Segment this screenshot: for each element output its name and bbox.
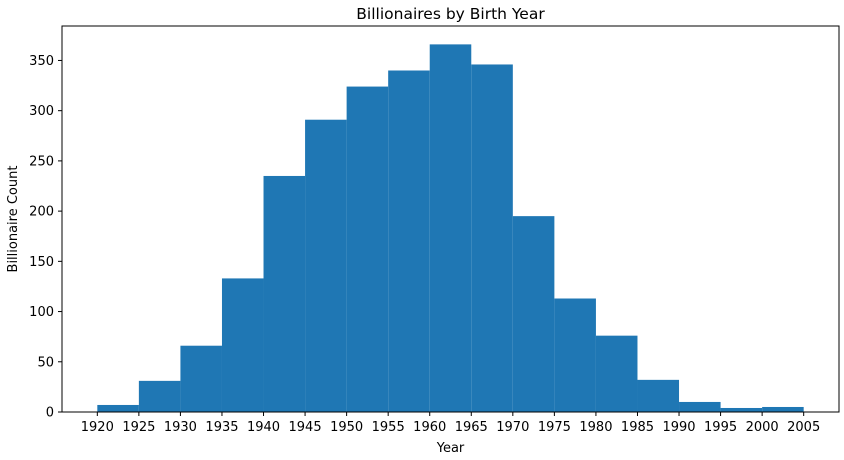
histogram-bar: [221, 278, 264, 412]
x-tick-label: 1960: [413, 420, 446, 435]
x-tick-label: 1935: [205, 420, 238, 435]
chart-title: Billionaires by Birth Year: [356, 5, 545, 23]
y-axis-ticks: 0 50 100 150 200 250 300 350: [29, 54, 62, 421]
histogram-bar: [429, 44, 472, 412]
histogram-bar: [637, 379, 680, 412]
y-tick-label: 250: [29, 154, 54, 169]
x-tick-label: 1980: [579, 420, 612, 435]
histogram-bar: [97, 404, 139, 412]
histogram-bar: [388, 70, 430, 412]
histogram-bar: [305, 119, 347, 413]
x-tick-label: 1995: [704, 420, 737, 435]
histogram-bar: [263, 175, 306, 412]
bars-group: [97, 44, 804, 413]
histogram-bar: [679, 401, 721, 412]
x-tick-label: 2005: [787, 420, 820, 435]
y-tick-label: 200: [29, 205, 54, 220]
histogram-bar: [554, 298, 596, 412]
x-tick-label: 2000: [746, 420, 779, 435]
x-tick-label: 1930: [164, 420, 197, 435]
axes-frame: [61, 25, 840, 413]
x-tick-label: 1950: [330, 420, 363, 435]
histogram-bar: [471, 64, 513, 412]
x-tick-label: 1975: [538, 420, 571, 435]
y-tick-label: 0: [46, 406, 54, 421]
x-tick-label: 1920: [81, 420, 114, 435]
histogram-bar: [512, 216, 555, 412]
x-tick-label: 1965: [455, 420, 488, 435]
histogram-bar: [138, 380, 181, 412]
x-axis-ticks: 1920 1925 1930 1935 1940 1945 1950 1955 1960 1965…: [81, 412, 820, 435]
histogram-bar: [720, 407, 763, 412]
x-tick-label: 1940: [247, 420, 280, 435]
y-tick-label: 100: [29, 305, 54, 320]
histogram-bar: [595, 335, 638, 412]
x-axis-title: Year: [436, 441, 465, 456]
y-tick-label: 350: [29, 54, 54, 69]
x-tick-label: 1925: [122, 420, 155, 435]
histogram-bar: [346, 86, 389, 412]
x-tick-label: 1945: [289, 420, 322, 435]
y-axis-title: Billionaire Count: [6, 166, 21, 273]
y-tick-label: 50: [37, 355, 54, 370]
x-tick-label: 1990: [662, 420, 695, 435]
histogram-bar: [762, 406, 804, 412]
x-tick-label: 1955: [372, 420, 405, 435]
y-tick-label: 300: [29, 104, 54, 119]
x-tick-label: 1970: [496, 420, 529, 435]
y-tick-label: 150: [29, 255, 54, 270]
x-tick-label: 1985: [621, 420, 654, 435]
histogram-bar: [180, 345, 222, 412]
